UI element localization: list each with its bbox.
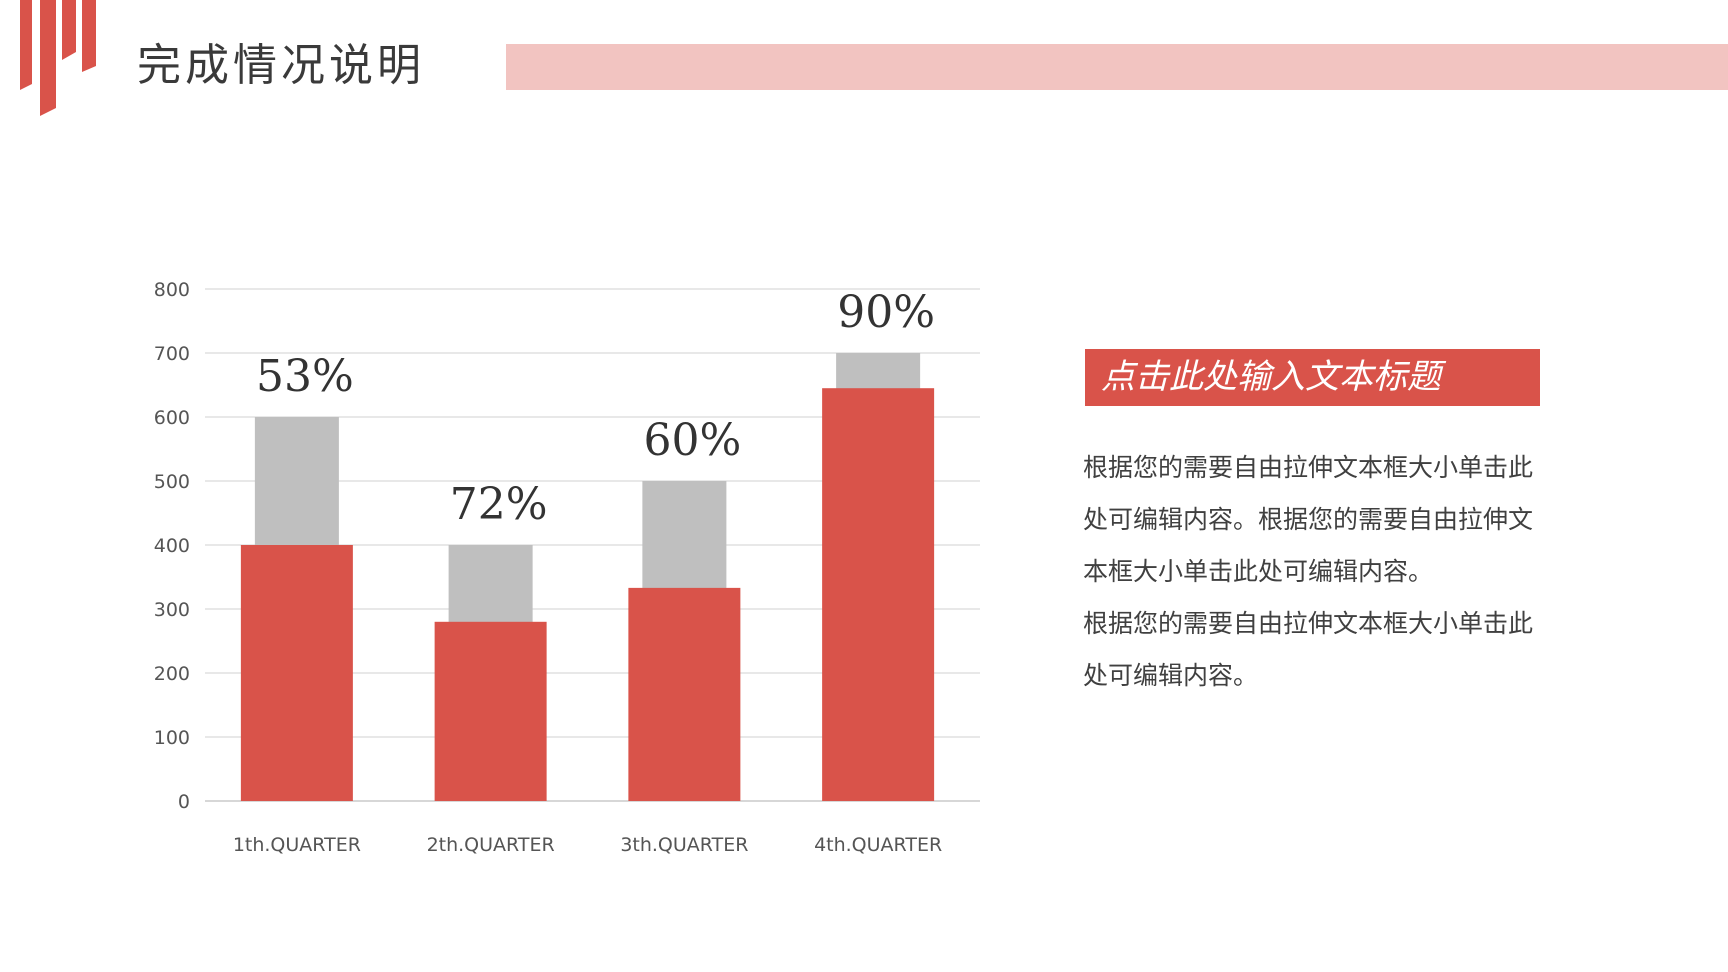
x-category-label: 1th.QUARTER: [233, 834, 361, 856]
x-category-label: 3th.QUARTER: [620, 834, 748, 856]
y-tick-label: 400: [154, 535, 190, 557]
bar-actual: [240, 545, 353, 801]
y-tick-label: 300: [154, 599, 190, 621]
y-tick-label: 500: [154, 471, 190, 493]
chart-bars: [240, 353, 935, 801]
x-category-label: 4th.QUARTER: [814, 834, 942, 856]
header-stripes-decoration: [20, 0, 96, 116]
chart-y-ticks: 0 100 200 300 400 500 600 700 800: [154, 279, 190, 813]
y-tick-label: 100: [154, 727, 190, 749]
bar-data-label: 90%: [837, 287, 935, 338]
bar-actual: [434, 621, 547, 801]
y-tick-label: 700: [154, 343, 190, 365]
bar-actual: [628, 587, 741, 801]
bar-data-label: 60%: [643, 415, 741, 466]
text-title-banner: 点击此处输入文本标题: [1085, 349, 1540, 406]
bar-data-label: 53%: [256, 351, 354, 402]
chart-x-labels: 1th.QUARTER 2th.QUARTER 3th.QUARTER 4th.QUA…: [233, 834, 942, 856]
x-category-label: 2th.QUARTER: [427, 834, 555, 856]
page-title: 完成情况说明: [137, 40, 425, 91]
text-paragraph-2: 根据您的需要自由拉伸文本框大小单击此处可编辑内容。: [1083, 609, 1534, 690]
bar-actual: [822, 388, 935, 801]
title-accent-bar: [506, 44, 1728, 90]
y-tick-label: 600: [154, 407, 190, 429]
y-tick-label: 200: [154, 663, 190, 685]
y-tick-label: 0: [178, 791, 190, 813]
text-paragraph-1: 根据您的需要自由拉伸文本框大小单击此处可编辑内容。根据您的需要自由拉伸文本框大小…: [1083, 453, 1534, 586]
chart-data-labels: 53% 72% 60% 90%: [256, 287, 935, 530]
bar-data-label: 72%: [450, 479, 548, 530]
text-body: 根据您的需要自由拉伸文本框大小单击此处可编辑内容。根据您的需要自由拉伸文本框大小…: [1083, 442, 1533, 702]
y-tick-label: 800: [154, 279, 190, 301]
